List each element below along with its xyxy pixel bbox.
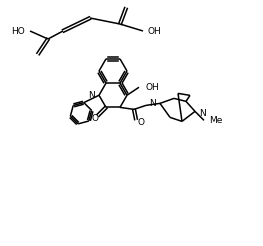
Text: OH: OH — [148, 27, 162, 35]
Text: OH: OH — [145, 83, 159, 92]
Text: N: N — [88, 91, 95, 100]
Text: N: N — [199, 109, 206, 118]
Text: O: O — [138, 118, 145, 127]
Text: Me: Me — [209, 116, 222, 125]
Text: O: O — [92, 114, 99, 123]
Text: N: N — [149, 99, 156, 108]
Text: HO: HO — [11, 27, 25, 35]
